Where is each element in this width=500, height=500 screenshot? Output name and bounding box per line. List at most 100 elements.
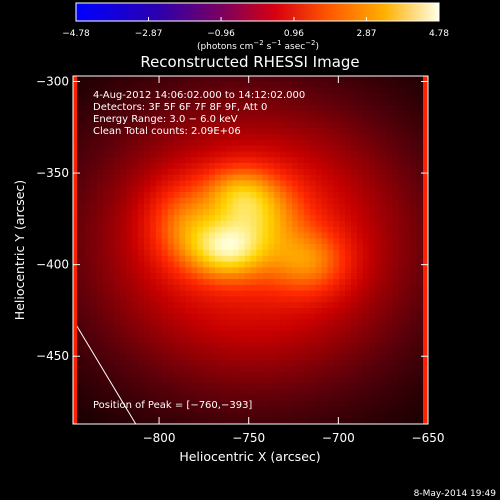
- heatmap-cell: [380, 139, 388, 147]
- heatmap-cell: [303, 116, 311, 123]
- heatmap-cell: [410, 215, 417, 222]
- heatmap-cell: [357, 145, 364, 152]
- heatmap-cell: [362, 337, 370, 344]
- heatmap-cell: [96, 412, 104, 419]
- heatmap-cell: [416, 139, 423, 147]
- heatmap-cell: [250, 412, 258, 419]
- heatmap-cell: [167, 203, 175, 210]
- heatmap-cell: [96, 308, 104, 315]
- heatmap-cell: [268, 186, 275, 193]
- heatmap-cell: [102, 110, 110, 118]
- heatmap-cell: [392, 354, 400, 361]
- heatmap-cell: [167, 325, 175, 332]
- heatmap-cell: [132, 319, 139, 326]
- heatmap-cell: [291, 383, 299, 390]
- heatmap-cell: [368, 366, 376, 373]
- heatmap-cell: [386, 163, 394, 170]
- heatmap-cell: [398, 87, 405, 94]
- heatmap-cell: [149, 319, 157, 326]
- heatmap-cell: [410, 168, 417, 176]
- heatmap-cell: [268, 290, 275, 297]
- heatmap-cell: [315, 122, 323, 129]
- heatmap-cell: [138, 342, 145, 350]
- heatmap-cell: [114, 134, 121, 141]
- heatmap-cell: [149, 348, 157, 355]
- heatmap-cell: [357, 325, 364, 332]
- heatmap-cell: [191, 145, 198, 152]
- heatmap-cell: [351, 325, 358, 332]
- heatmap-cell: [368, 308, 376, 315]
- heatmap-cell: [114, 99, 121, 106]
- heatmap-cell: [398, 186, 405, 193]
- heatmap-cell: [84, 192, 92, 199]
- heatmap-cell: [108, 325, 116, 332]
- heatmap-cell: [144, 180, 151, 187]
- heatmap-cell: [102, 354, 110, 361]
- heatmap-cell: [102, 168, 110, 176]
- heatmap-cell: [161, 261, 169, 268]
- heatmap-cell: [262, 203, 269, 210]
- heatmap-cell: [262, 122, 269, 129]
- heatmap-cell: [362, 267, 370, 274]
- heatmap-cell: [297, 87, 305, 94]
- heatmap-cell: [280, 267, 287, 274]
- heatmap-cell: [232, 308, 240, 315]
- heatmap-cell: [386, 279, 394, 286]
- heatmap-cell: [179, 81, 187, 89]
- heatmap-cell: [203, 377, 210, 384]
- heatmap-cell: [173, 418, 181, 424]
- heatmap-cell: [185, 197, 192, 205]
- heatmap-cell: [185, 412, 192, 419]
- heatmap-cell: [357, 174, 364, 181]
- heatmap-cell: [126, 360, 133, 367]
- heatmap-cell: [380, 87, 388, 94]
- heatmap-cell: [78, 203, 86, 210]
- heatmap-cell: [155, 99, 163, 106]
- heatmap-cell: [209, 279, 216, 286]
- heatmap-cell: [262, 383, 269, 390]
- heatmap-cell: [362, 168, 370, 176]
- heatmap-cell: [132, 186, 139, 193]
- heatmap-cell: [362, 395, 370, 402]
- heatmap-cell: [197, 296, 204, 303]
- heatmap-cell: [250, 279, 258, 286]
- heatmap-cell: [226, 319, 234, 326]
- heatmap-cell: [345, 174, 352, 181]
- heatmap-cell: [185, 400, 192, 408]
- heatmap-cell: [126, 325, 133, 332]
- heatmap-cell: [345, 279, 352, 286]
- heatmap-cell: [114, 395, 121, 402]
- heatmap-cell: [84, 348, 92, 355]
- heatmap-cell: [126, 400, 133, 408]
- heatmap-cell: [291, 151, 299, 158]
- heatmap-cell: [232, 197, 240, 205]
- heatmap-cell: [96, 337, 104, 344]
- heatmap-cell: [191, 157, 198, 164]
- heatmap-cell: [368, 186, 376, 193]
- heatmap-cell: [410, 342, 417, 350]
- heatmap-cell: [238, 238, 246, 245]
- heatmap-cell: [179, 139, 187, 147]
- heatmap-cell: [309, 192, 317, 199]
- heatmap-cell: [155, 400, 163, 408]
- heatmap-cell: [203, 267, 210, 274]
- heatmap-cell: [392, 163, 400, 170]
- heatmap-cell: [173, 389, 181, 396]
- heatmap-cell: [185, 151, 192, 158]
- heatmap-cell: [380, 342, 388, 350]
- heatmap-cell: [173, 145, 181, 152]
- heatmap-cell: [244, 377, 252, 384]
- heatmap-cell: [120, 221, 127, 228]
- heatmap-cell: [220, 215, 228, 222]
- heatmap-cell: [238, 105, 246, 112]
- heatmap-cell: [173, 116, 181, 123]
- heatmap-cell: [114, 116, 121, 123]
- heatmap-cell: [179, 186, 187, 193]
- heatmap-cell: [250, 128, 258, 135]
- heatmap-cell: [333, 186, 340, 193]
- heatmap-cell: [197, 395, 204, 402]
- heatmap-cell: [126, 180, 133, 187]
- heatmap-cell: [404, 296, 411, 303]
- heatmap-cell: [114, 215, 121, 222]
- heatmap-cell: [410, 203, 417, 210]
